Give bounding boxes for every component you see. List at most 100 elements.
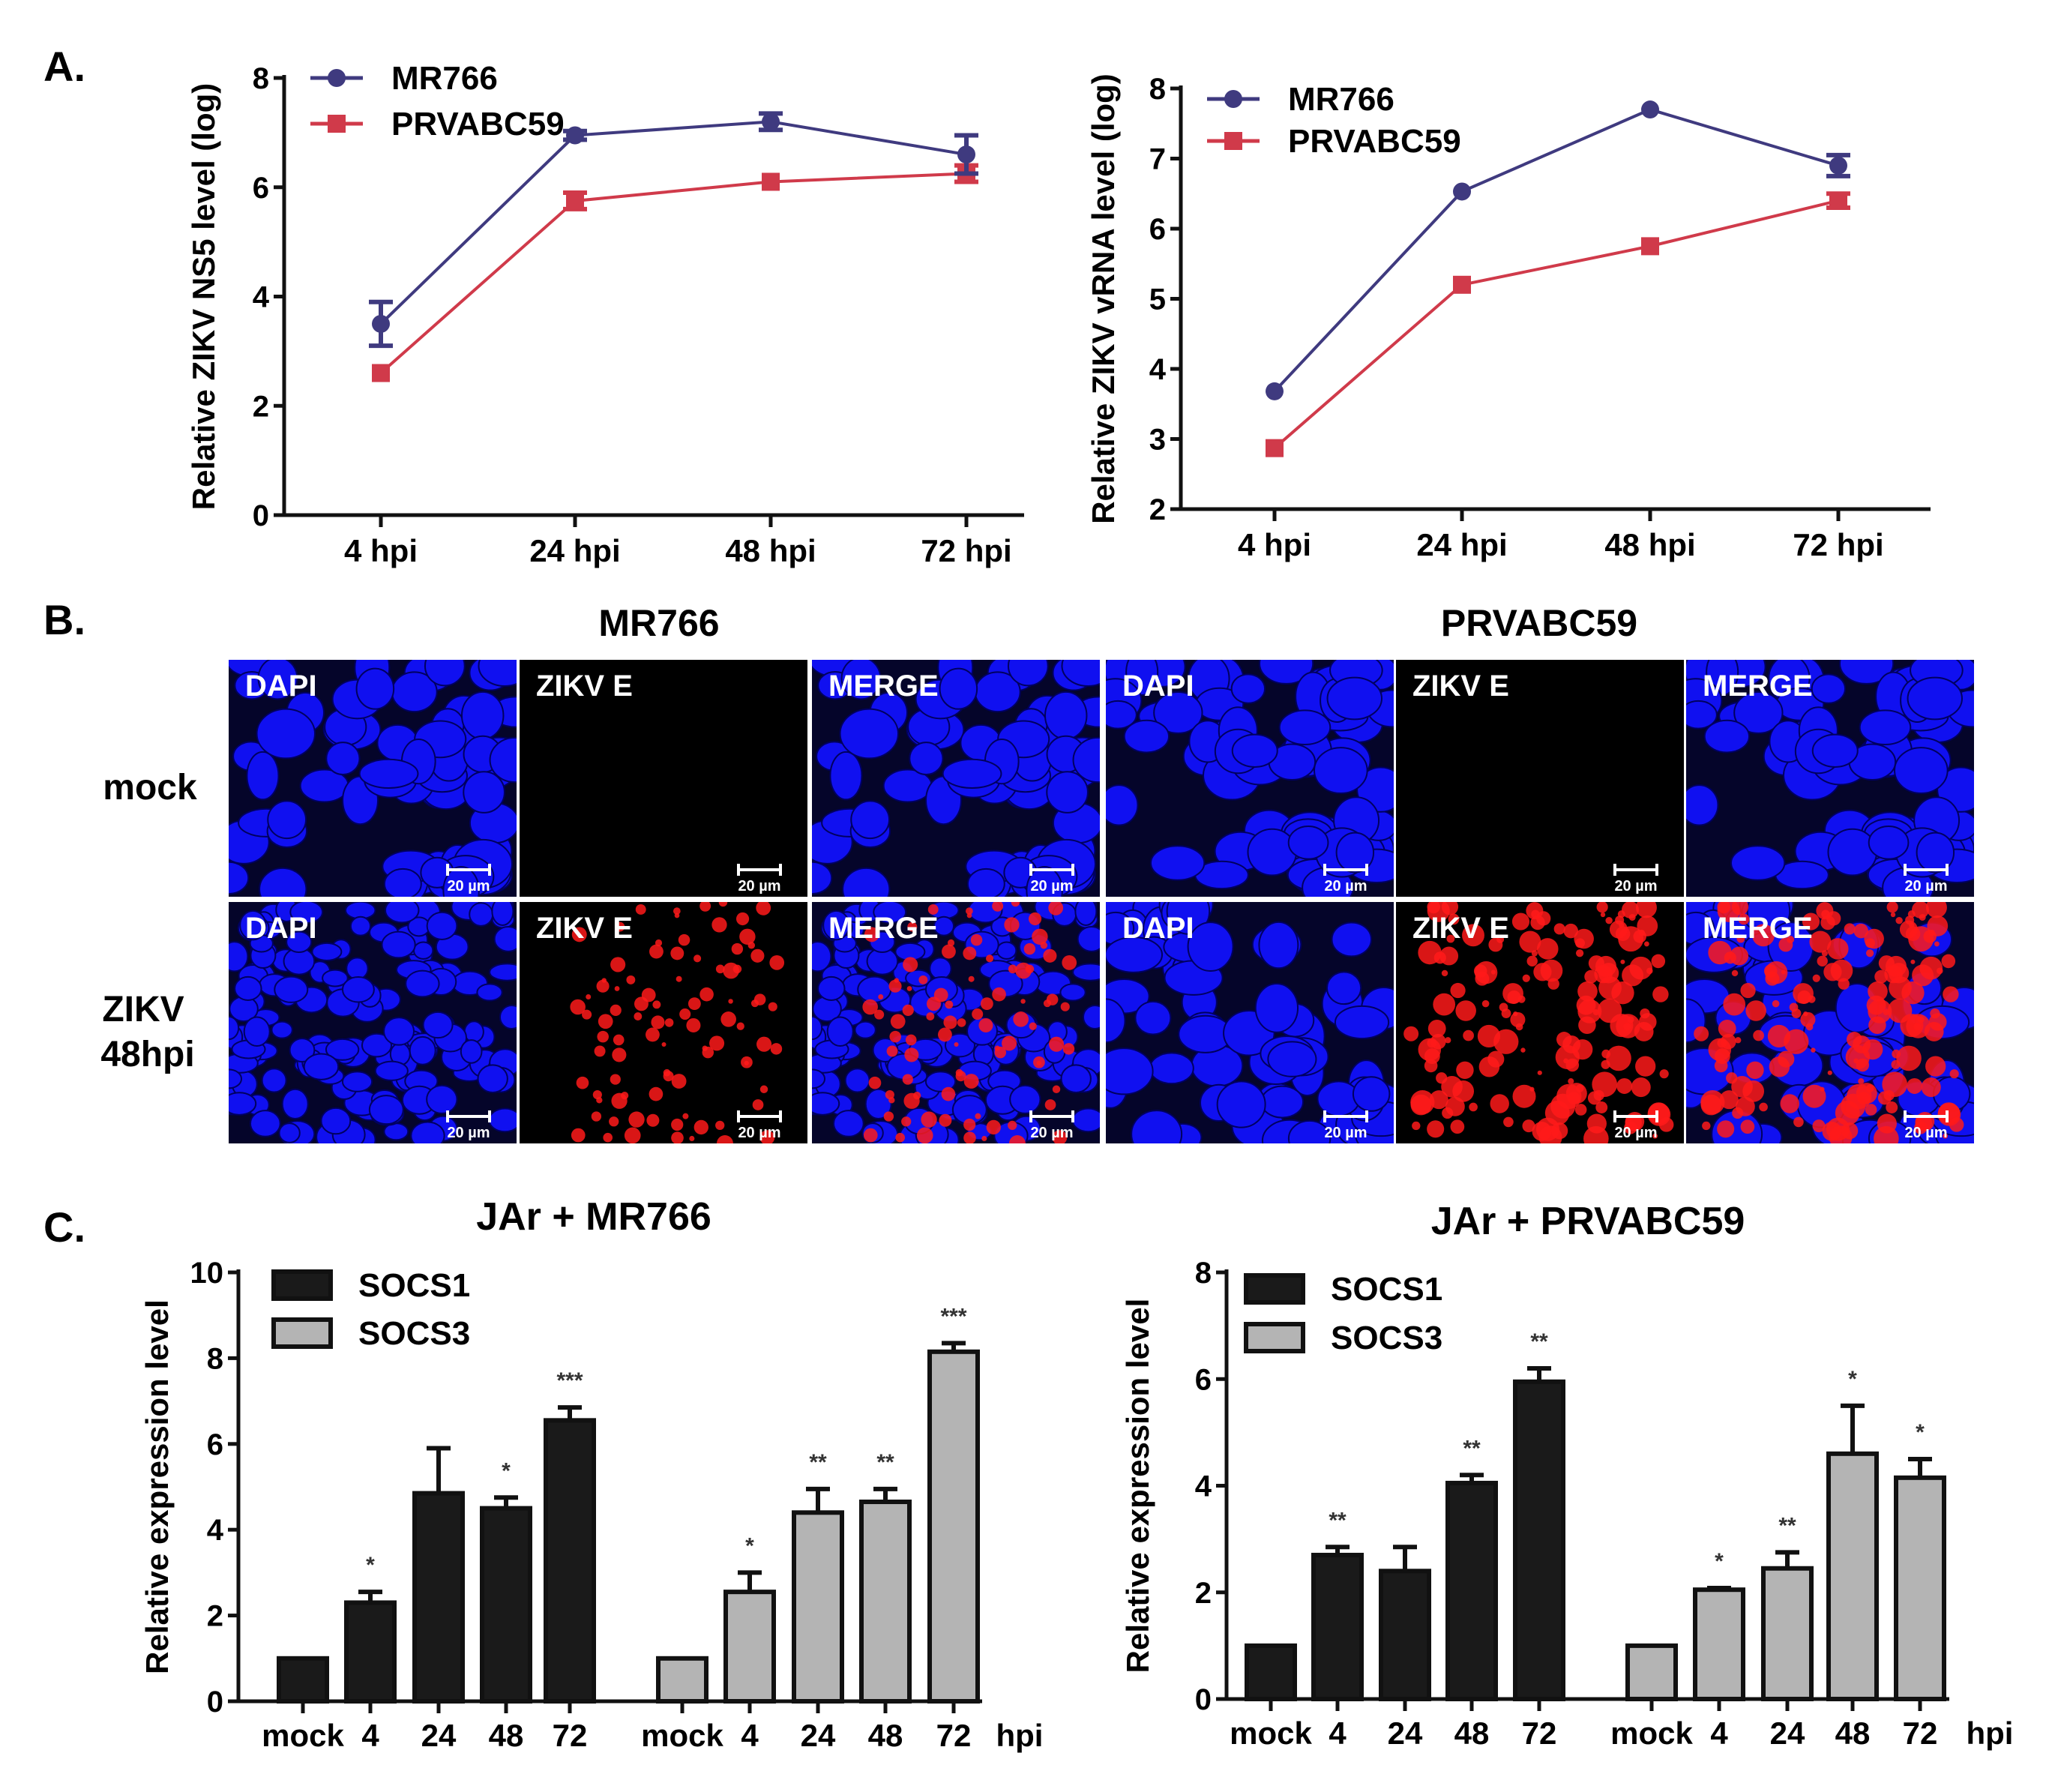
zikv-signal [728,999,733,1004]
zikv-signal [1759,1102,1768,1112]
data-point [372,314,390,333]
x-tick-label: 48 hpi [725,533,816,568]
nucleus [259,867,307,897]
zikv-signal [1740,982,1756,999]
zikv-signal [889,1030,901,1043]
zikv-signal [1640,1008,1650,1019]
bar [1693,1587,1745,1702]
zikv-signal [1830,959,1853,982]
image-prvabc59-mock-merge: MERGE 20 µm [1686,660,1974,897]
zikv-signal [1917,1016,1925,1023]
zikv-signal [1736,934,1745,943]
zikv-signal [1584,969,1598,984]
scale-bar-label: 20 µm [1324,1125,1367,1141]
zikv-signal [731,942,744,955]
y-tick-label: 6 [207,1428,223,1461]
nucleus [1916,832,1955,874]
zikv-signal [895,1132,906,1143]
zikv-signal [649,944,664,959]
image-prvabc59-mock-zikv-e: ZIKV E 20 µm [1396,660,1684,897]
nucleus [383,868,422,897]
nucleus [311,942,343,962]
zikv-signal [571,1128,586,1143]
y-tick-label: 4 [1149,353,1167,386]
zikv-signal [744,1060,749,1066]
channel-label: ZIKV E [536,670,633,703]
zikv-signal [1062,1043,1075,1055]
nucleus [460,691,505,740]
y-tick-label: 0 [207,1686,223,1719]
legend-marker [328,115,346,133]
panel-label-c: C. [43,1203,85,1251]
nucleus [1894,747,1949,794]
zikv-signal [1448,913,1460,925]
nucleus [1278,709,1332,746]
zikv-signal [769,955,785,970]
nucleus [489,736,517,784]
zikv-signal [1427,1120,1445,1138]
data-point [1829,156,1847,175]
zikv-signal [591,1111,602,1122]
zikv-signal [943,1015,957,1029]
zikv-signal [1441,969,1448,977]
nucleus [1106,784,1139,826]
zikv-signal [1780,1094,1799,1113]
nucleus [1153,691,1203,734]
bar [723,1590,776,1704]
zikv-signal [1473,964,1487,978]
legend-swatch [271,1317,333,1349]
zikv-signal [715,1120,725,1131]
x-tick-label: 48 hpi [1604,527,1695,562]
significance-label: * [1916,1420,1925,1445]
zikv-signal [1738,913,1750,925]
zikv-signal [1925,902,1947,918]
zikv-signal [1452,1080,1475,1102]
nucleus [1811,733,1859,768]
zikv-signal [1826,938,1849,960]
zikv-signal [1943,1133,1949,1139]
image-prvabc59-zikv-merge: MERGE 20 µm [1686,902,1974,1143]
nucleus [1082,1004,1100,1029]
zikv-signal [1890,912,1896,918]
data-point [1453,275,1471,294]
zikv-signal [674,912,680,918]
nucleus [933,915,955,936]
nucleus [257,660,298,700]
zikv-signal [1909,922,1915,928]
nucleus [1703,719,1751,754]
zikv-signal [901,1116,912,1127]
zikv-signal [1023,942,1036,955]
zikv-signal [1800,1011,1816,1027]
y-tick-label: 2 [207,1600,223,1633]
zikv-signal [652,1000,661,1009]
zikv-signal [1752,924,1775,947]
nucleus [1072,736,1100,784]
zikv-signal [1593,1089,1604,1101]
nucleus [854,1020,876,1039]
y-tick-label: 6 [253,172,269,205]
x-tick-label: 72 [1903,1716,1938,1751]
zikv-signal [1048,902,1064,915]
nucleus [1007,660,1049,687]
nucleus [229,1068,243,1089]
zikv-signal [651,1015,665,1029]
zikv-signal [1812,974,1820,982]
nucleus [410,1121,445,1143]
zikv-signal [1892,1049,1901,1059]
zikv-signal [661,1042,667,1047]
zikv-signal [1643,941,1649,947]
zikv-signal [963,1118,976,1131]
nucleus [1026,866,1063,897]
nucleus [1259,660,1314,685]
zikv-signal [874,1009,885,1020]
nucleus [1149,1052,1194,1085]
zikv-signal [1651,954,1666,969]
channel-label: DAPI [1122,670,1194,703]
zikv-signal [1718,1019,1736,1038]
zikv-signal [770,1043,783,1055]
zikv-signal [938,1027,952,1042]
significance-label: ** [1778,1513,1796,1538]
zikv-signal [624,1127,641,1143]
